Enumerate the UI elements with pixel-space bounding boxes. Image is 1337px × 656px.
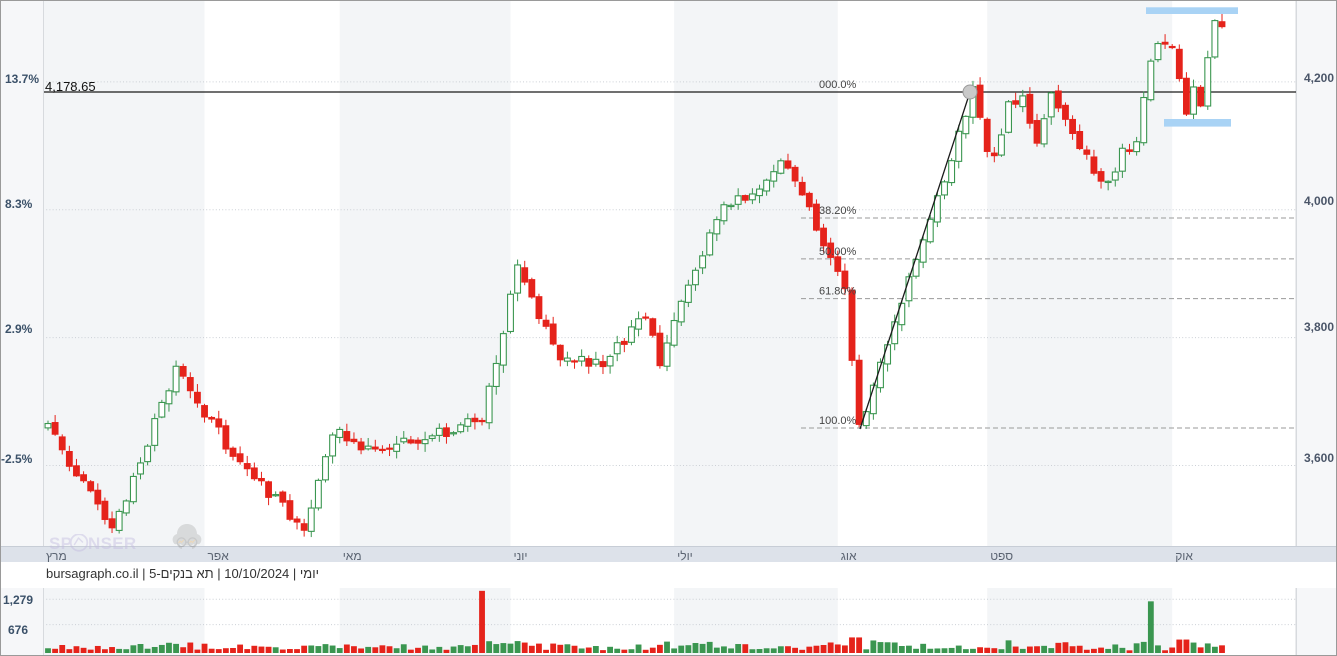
svg-text:38.20%: 38.20%: [819, 205, 857, 217]
svg-text:50.00%: 50.00%: [819, 246, 857, 258]
svg-text:000.0%: 000.0%: [819, 79, 857, 91]
svg-text:NSER: NSER: [88, 534, 136, 553]
svg-text:61.80%: 61.80%: [819, 286, 857, 298]
svg-text:SP: SP: [49, 534, 72, 553]
svg-text:100.0%: 100.0%: [819, 415, 857, 427]
